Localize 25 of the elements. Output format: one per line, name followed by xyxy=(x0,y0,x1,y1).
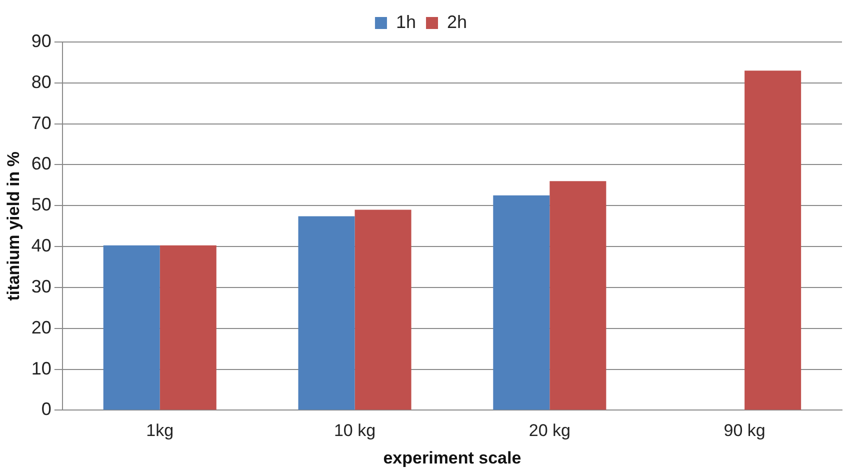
y-tick-label: 0 xyxy=(41,399,52,420)
y-tick-label: 20 xyxy=(31,317,52,338)
bar xyxy=(493,195,550,410)
y-tick-label: 50 xyxy=(31,194,52,215)
y-tick-label: 40 xyxy=(31,236,52,256)
x-tick-label: 1kg xyxy=(146,421,174,440)
x-tick-label: 10 kg xyxy=(334,421,376,440)
y-tick-label: 70 xyxy=(31,112,52,133)
x-tick-label: 90 kg xyxy=(724,421,766,440)
legend-label: 1h xyxy=(396,12,416,32)
bar xyxy=(160,245,216,410)
legend-label: 2h xyxy=(447,12,468,32)
y-tick-label: 10 xyxy=(31,358,52,378)
x-axis-title: experiment scale xyxy=(383,448,522,468)
y-tick-label: 80 xyxy=(31,72,52,92)
bar xyxy=(354,210,412,410)
y-tick-label: 60 xyxy=(31,154,52,174)
bar xyxy=(550,181,606,410)
bar xyxy=(744,70,802,410)
bar xyxy=(103,245,160,410)
y-axis-title: titanium yield in % xyxy=(4,151,23,301)
bar xyxy=(298,216,355,410)
y-tick-label: 90 xyxy=(31,30,52,51)
x-tick-label: 20 kg xyxy=(528,421,570,440)
y-tick-label: 30 xyxy=(31,276,52,296)
